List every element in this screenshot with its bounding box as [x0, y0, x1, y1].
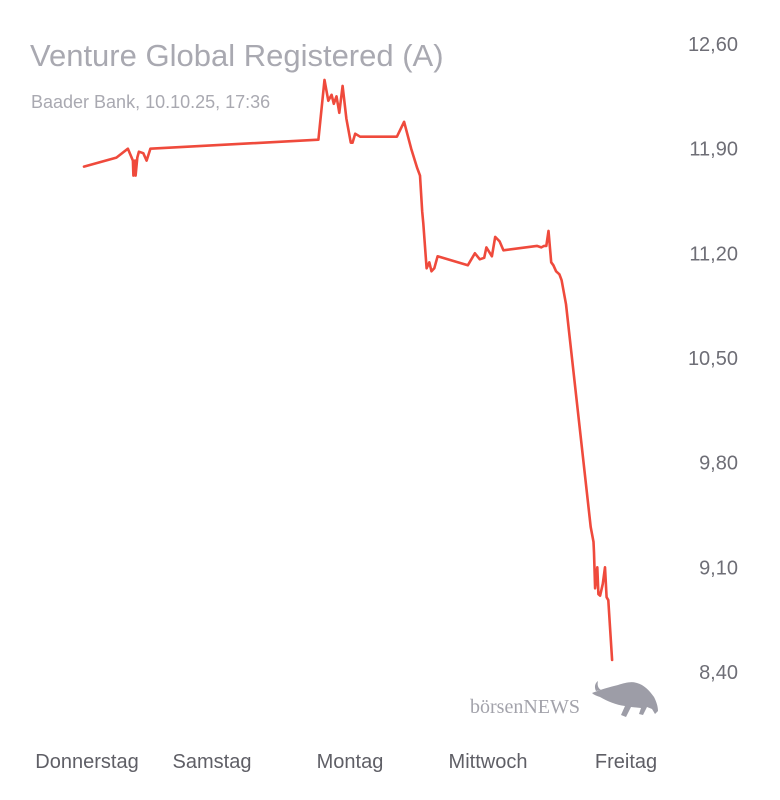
y-tick-label: 9,80	[699, 453, 738, 475]
y-tick-label: 12,60	[688, 34, 738, 56]
watermark: börsenNEWS	[470, 681, 658, 718]
price-series-line	[82, 78, 614, 662]
y-tick-label: 11,20	[689, 243, 738, 265]
x-tick-label: Montag	[317, 751, 384, 773]
y-axis: 12,60 11,90 11,20 10,50 9,80 9,10 8,40	[688, 34, 738, 684]
x-tick-label: Samstag	[173, 751, 252, 773]
y-tick-label: 10,50	[688, 348, 738, 370]
x-tick-label: Donnerstag	[35, 751, 138, 773]
chart-header: Venture Global Registered (A) Baader Ban…	[30, 38, 444, 112]
chart-title: Venture Global Registered (A)	[30, 38, 444, 73]
x-axis: Donnerstag Samstag Montag Mittwoch Freitag	[35, 751, 657, 773]
y-tick-label: 11,90	[689, 139, 738, 161]
bull-logo-icon	[592, 681, 658, 717]
chart-subtitle: Baader Bank, 10.10.25, 17:36	[31, 92, 270, 112]
watermark-text: börsenNEWS	[470, 696, 580, 718]
y-tick-label: 9,10	[699, 557, 738, 579]
series-layer	[82, 78, 614, 662]
x-tick-label: Mittwoch	[449, 751, 528, 773]
x-tick-label: Freitag	[595, 751, 657, 773]
y-tick-label: 8,40	[699, 662, 738, 684]
